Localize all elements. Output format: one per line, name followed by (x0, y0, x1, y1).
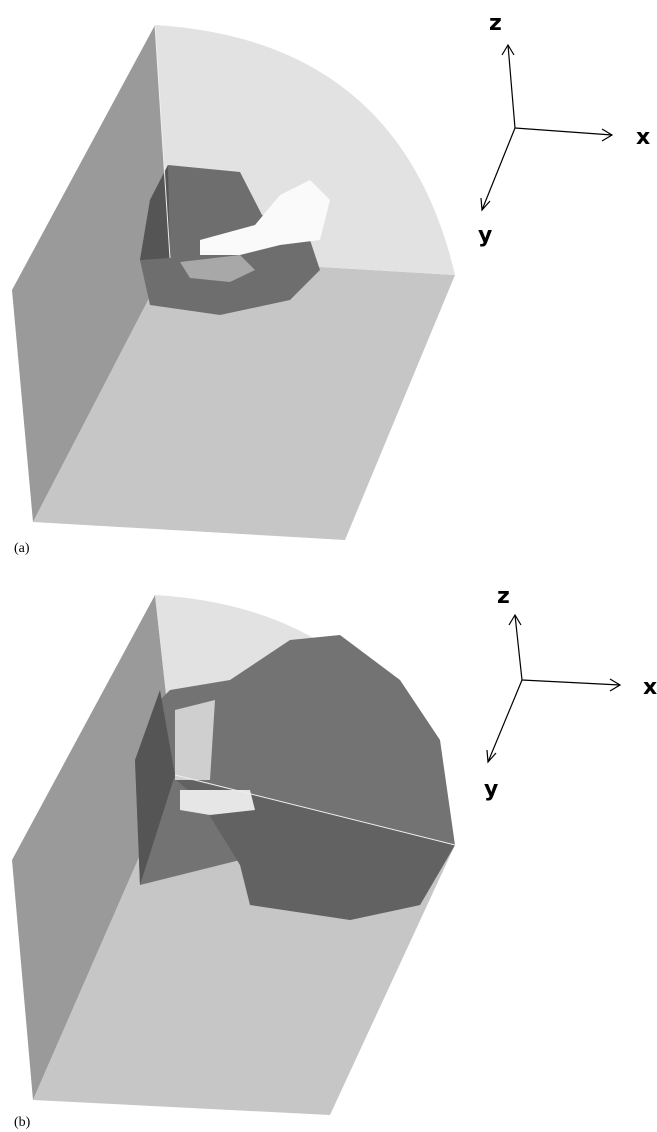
axis-label: z (489, 11, 502, 36)
panel-label: (b) (14, 1115, 31, 1130)
panel-label: (a) (14, 541, 30, 556)
axis-label: x (636, 125, 650, 150)
axis-label: x (643, 675, 657, 700)
region (175, 700, 215, 780)
axis-label: z (497, 584, 510, 609)
axis-arrow (515, 128, 612, 135)
axis-arrow (482, 128, 515, 210)
axis-arrow (488, 680, 522, 762)
axis-label: y (478, 223, 492, 248)
arrow-head (487, 750, 496, 762)
figure: z x y (a) z x y (b) (0, 0, 657, 1132)
region (180, 790, 255, 815)
axis-arrow (508, 45, 515, 128)
axis-label: y (484, 777, 498, 802)
axis-arrow (522, 680, 620, 685)
panel-b: z x y (b) (12, 584, 657, 1130)
panel-a: z x y (a) (12, 11, 650, 556)
